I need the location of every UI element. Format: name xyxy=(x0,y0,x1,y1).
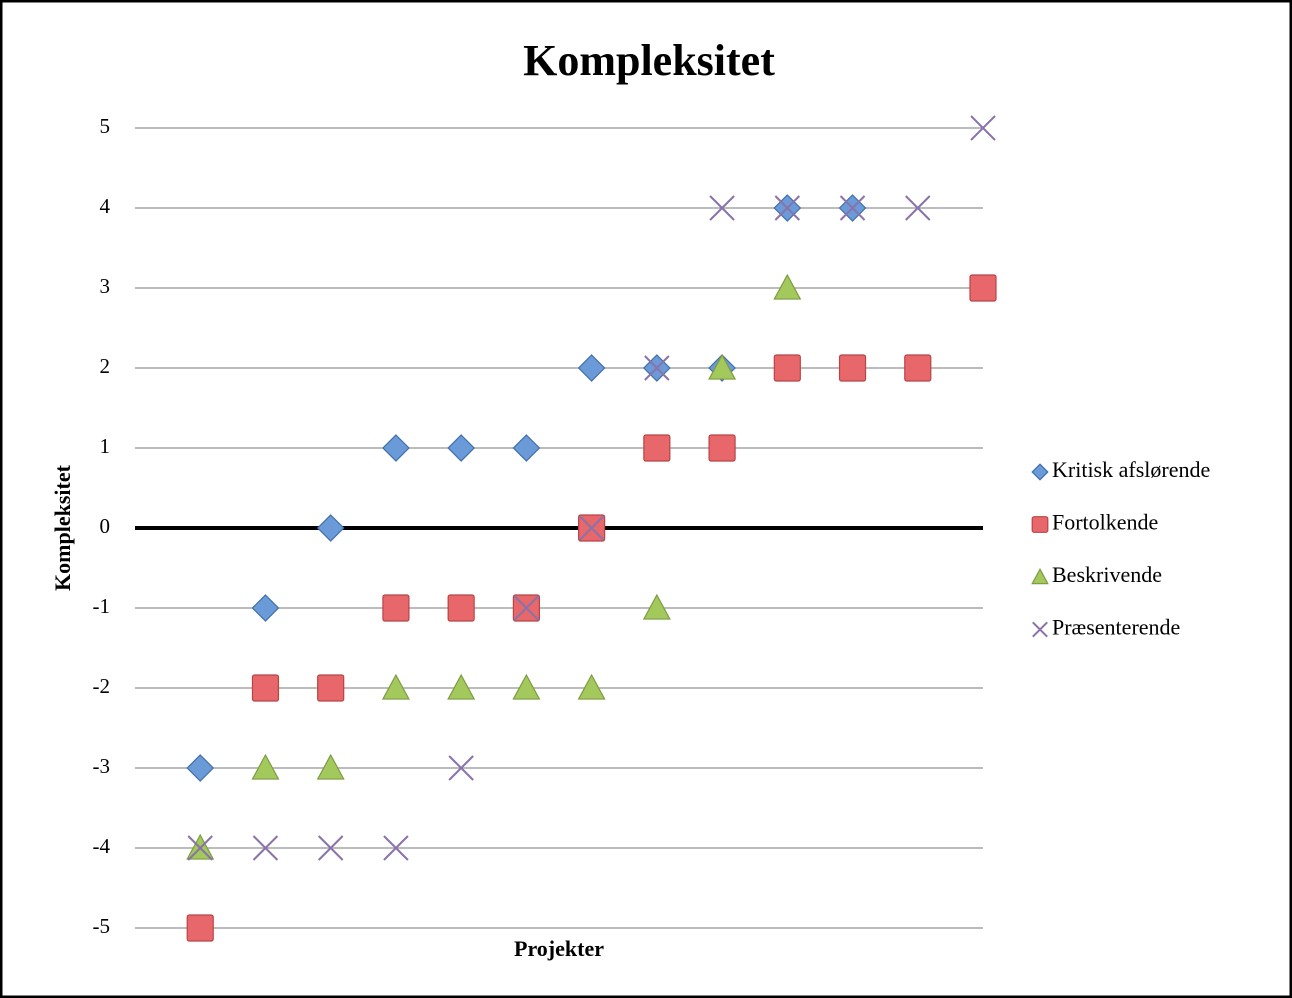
legend-label: Fortolkende xyxy=(1052,510,1158,535)
marker-square xyxy=(773,354,801,382)
marker-square xyxy=(186,914,214,942)
marker-square xyxy=(317,674,345,702)
marker-triangle xyxy=(381,673,410,700)
marker-triangle xyxy=(642,593,671,620)
legend-label: Kritisk afslørende xyxy=(1052,457,1210,482)
marker-square xyxy=(251,674,280,702)
y-tick-label: -3 xyxy=(93,754,111,778)
marker-square xyxy=(382,594,410,622)
marker-x xyxy=(839,195,866,221)
marker-x xyxy=(709,195,735,221)
marker-diamond xyxy=(512,434,541,462)
marker-x xyxy=(383,835,409,861)
marker-triangle xyxy=(773,273,802,300)
y-tick-label: 1 xyxy=(100,434,111,458)
marker-diamond xyxy=(577,354,606,382)
marker-diamond xyxy=(447,434,476,462)
marker-diamond xyxy=(251,594,280,622)
marker-triangle xyxy=(708,353,737,380)
y-tick-label: 0 xyxy=(100,514,111,538)
marker-x xyxy=(774,195,801,221)
marker-x xyxy=(252,835,279,861)
y-tick-label: 2 xyxy=(100,354,111,378)
marker-x xyxy=(317,835,344,861)
marker-x xyxy=(513,595,540,621)
marker-triangle xyxy=(447,673,476,700)
marker-triangle xyxy=(316,753,345,780)
y-tick-label: -2 xyxy=(93,674,111,698)
legend-marker xyxy=(1031,567,1049,585)
marker-x xyxy=(905,195,931,221)
marker-diamond xyxy=(316,514,345,542)
marker-triangle xyxy=(512,673,541,700)
legend-marker xyxy=(1031,463,1049,481)
y-axis-label: Kompleksitet xyxy=(50,464,75,591)
x-axis-label: Projekter xyxy=(514,936,604,961)
y-tick-label: 3 xyxy=(100,274,111,298)
y-tick-label: -1 xyxy=(93,594,111,618)
marker-diamond xyxy=(186,754,215,782)
y-tick-label: -5 xyxy=(93,914,111,938)
y-tick-label: 4 xyxy=(100,194,111,218)
legend-label: Præsenterende xyxy=(1052,615,1180,640)
marker-square xyxy=(447,594,475,622)
legend-marker xyxy=(1031,516,1049,533)
legend-marker xyxy=(1032,621,1048,638)
y-tick-label: -4 xyxy=(93,834,111,858)
marker-square xyxy=(708,434,736,462)
marker-square xyxy=(838,354,867,382)
marker-x xyxy=(578,515,605,541)
marker-triangle xyxy=(577,673,606,700)
marker-square xyxy=(643,434,671,462)
marker-square xyxy=(904,354,932,382)
marker-x xyxy=(644,355,670,381)
chart-title: Kompleksitet xyxy=(523,36,775,85)
marker-triangle xyxy=(251,753,280,780)
marker-square xyxy=(969,274,997,302)
y-tick-label: 5 xyxy=(100,114,111,138)
marker-x xyxy=(448,755,474,781)
marker-diamond xyxy=(382,434,410,462)
legend-label: Beskrivende xyxy=(1052,562,1162,587)
marker-x xyxy=(187,835,213,861)
marker-x xyxy=(970,115,996,141)
